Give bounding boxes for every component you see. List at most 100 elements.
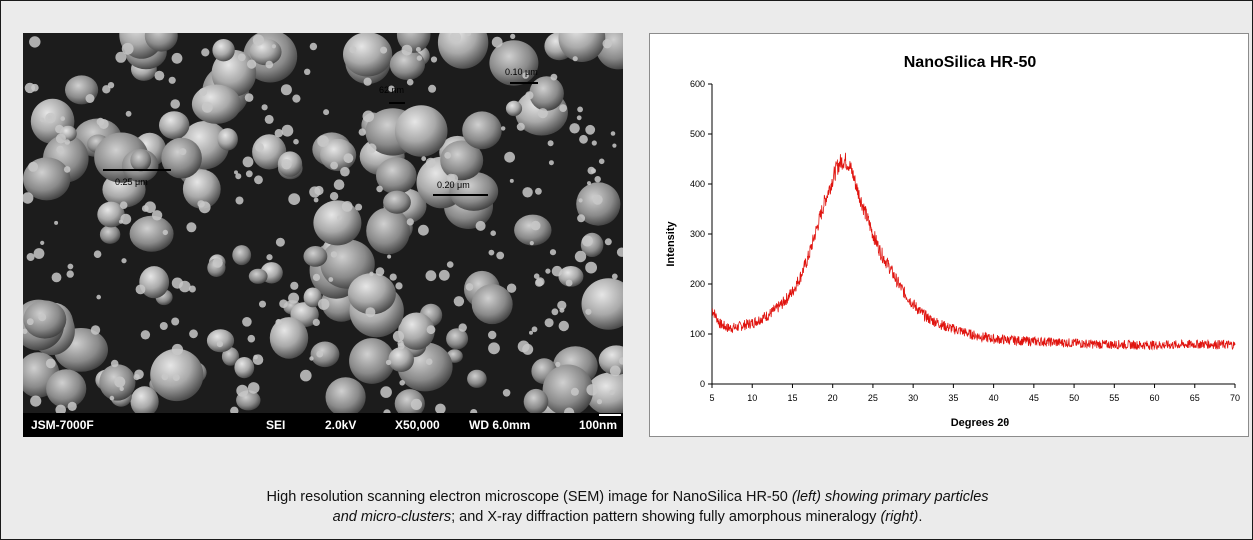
fine-particle — [458, 323, 467, 332]
fine-particle — [610, 131, 616, 136]
particle — [139, 266, 170, 299]
fine-particle — [488, 249, 495, 256]
fine-particle — [275, 319, 282, 326]
fine-particle — [448, 174, 459, 184]
fine-particle — [63, 166, 71, 173]
fine-particle — [120, 213, 132, 225]
fine-particle — [151, 210, 163, 221]
fine-particle — [171, 277, 183, 289]
fine-particle — [186, 222, 197, 233]
fine-particle — [271, 44, 276, 49]
particle — [347, 273, 396, 315]
particle — [542, 364, 594, 413]
fine-particle — [312, 318, 320, 326]
fine-particle — [598, 158, 605, 165]
fine-particle — [236, 384, 249, 397]
x-tick-label: 35 — [948, 393, 958, 403]
fine-particle — [522, 187, 533, 198]
particle — [320, 138, 357, 172]
fine-particle — [290, 281, 299, 290]
fine-particle — [570, 387, 579, 396]
x-tick-label: 55 — [1109, 393, 1119, 403]
fine-particle — [172, 374, 180, 381]
chart-axes — [711, 84, 1235, 385]
fine-particle — [389, 273, 397, 281]
fine-particle — [449, 33, 462, 43]
particle — [349, 338, 395, 384]
x-tick-label: 40 — [989, 393, 999, 403]
fine-particle — [502, 389, 511, 397]
fine-particle — [90, 325, 101, 335]
fine-particle — [179, 148, 187, 156]
particle — [471, 284, 513, 325]
fine-particle — [453, 296, 465, 307]
fine-particle — [55, 124, 64, 134]
fine-particle — [317, 135, 329, 147]
xrd-chart: NanoSilica HR-50 0 100 200 300 400 500 600 5 10… — [665, 54, 1240, 429]
fine-particle — [235, 196, 244, 205]
fine-particle — [292, 94, 301, 103]
fine-particle — [415, 47, 421, 52]
fine-particle — [579, 134, 588, 144]
fine-particle — [26, 253, 35, 261]
fine-particle — [67, 401, 77, 411]
fine-particle — [23, 328, 28, 334]
fine-particle — [563, 407, 575, 413]
fine-particle — [547, 140, 554, 147]
particle — [558, 266, 584, 287]
fine-particle — [316, 350, 324, 358]
fine-particle — [162, 229, 168, 236]
particle — [303, 287, 322, 308]
fine-particle — [252, 34, 264, 46]
fine-particle — [329, 192, 339, 201]
particle — [234, 357, 255, 379]
fine-particle — [522, 343, 534, 355]
particle — [529, 76, 564, 111]
fine-particle — [418, 224, 429, 236]
fine-particle — [558, 320, 569, 332]
fine-particle — [392, 330, 405, 342]
fine-particle — [376, 185, 383, 193]
fine-particle — [328, 277, 334, 282]
fine-particle — [522, 72, 529, 79]
fine-particle — [242, 156, 254, 168]
fine-particle — [171, 317, 180, 326]
fine-particle — [565, 279, 573, 287]
fine-particle — [135, 284, 146, 295]
fine-particle — [51, 272, 62, 283]
fine-particle — [343, 153, 354, 164]
fine-particle — [586, 384, 598, 396]
fine-particle — [609, 365, 621, 377]
fine-particle — [577, 214, 586, 223]
y-tick-label: 400 — [690, 179, 705, 189]
particle — [217, 128, 238, 151]
fine-particle — [64, 139, 70, 145]
fine-particle — [550, 73, 558, 81]
sem-micrograph: 62 nm 0.10 μm 0.25 μm 0.20 μm — [23, 33, 623, 413]
particle — [389, 49, 425, 80]
fine-particle — [275, 237, 285, 247]
fine-particle — [416, 55, 423, 61]
fine-particle — [168, 76, 176, 84]
particle — [269, 317, 309, 359]
fine-particle — [23, 192, 34, 204]
fine-particle — [341, 201, 353, 212]
y-axis-ticks: 0 100 200 300 400 500 600 — [690, 79, 712, 389]
sem-scalebar — [599, 414, 621, 416]
fine-particle — [66, 270, 74, 278]
fine-particle — [102, 85, 111, 94]
fine-particle — [544, 318, 554, 328]
fine-particle — [280, 84, 292, 96]
fine-particle — [29, 36, 41, 48]
fine-particle — [45, 358, 56, 369]
fine-particle — [358, 128, 366, 136]
particle — [161, 137, 202, 179]
annotation-62nm: 62 nm — [379, 85, 404, 95]
fine-particle — [585, 308, 592, 315]
fine-particle — [323, 109, 330, 116]
fine-particle — [55, 404, 66, 413]
fine-particle — [254, 175, 263, 185]
fine-particle — [212, 257, 223, 268]
chart-title: NanoSilica HR-50 — [904, 54, 1037, 71]
particle — [440, 140, 484, 181]
